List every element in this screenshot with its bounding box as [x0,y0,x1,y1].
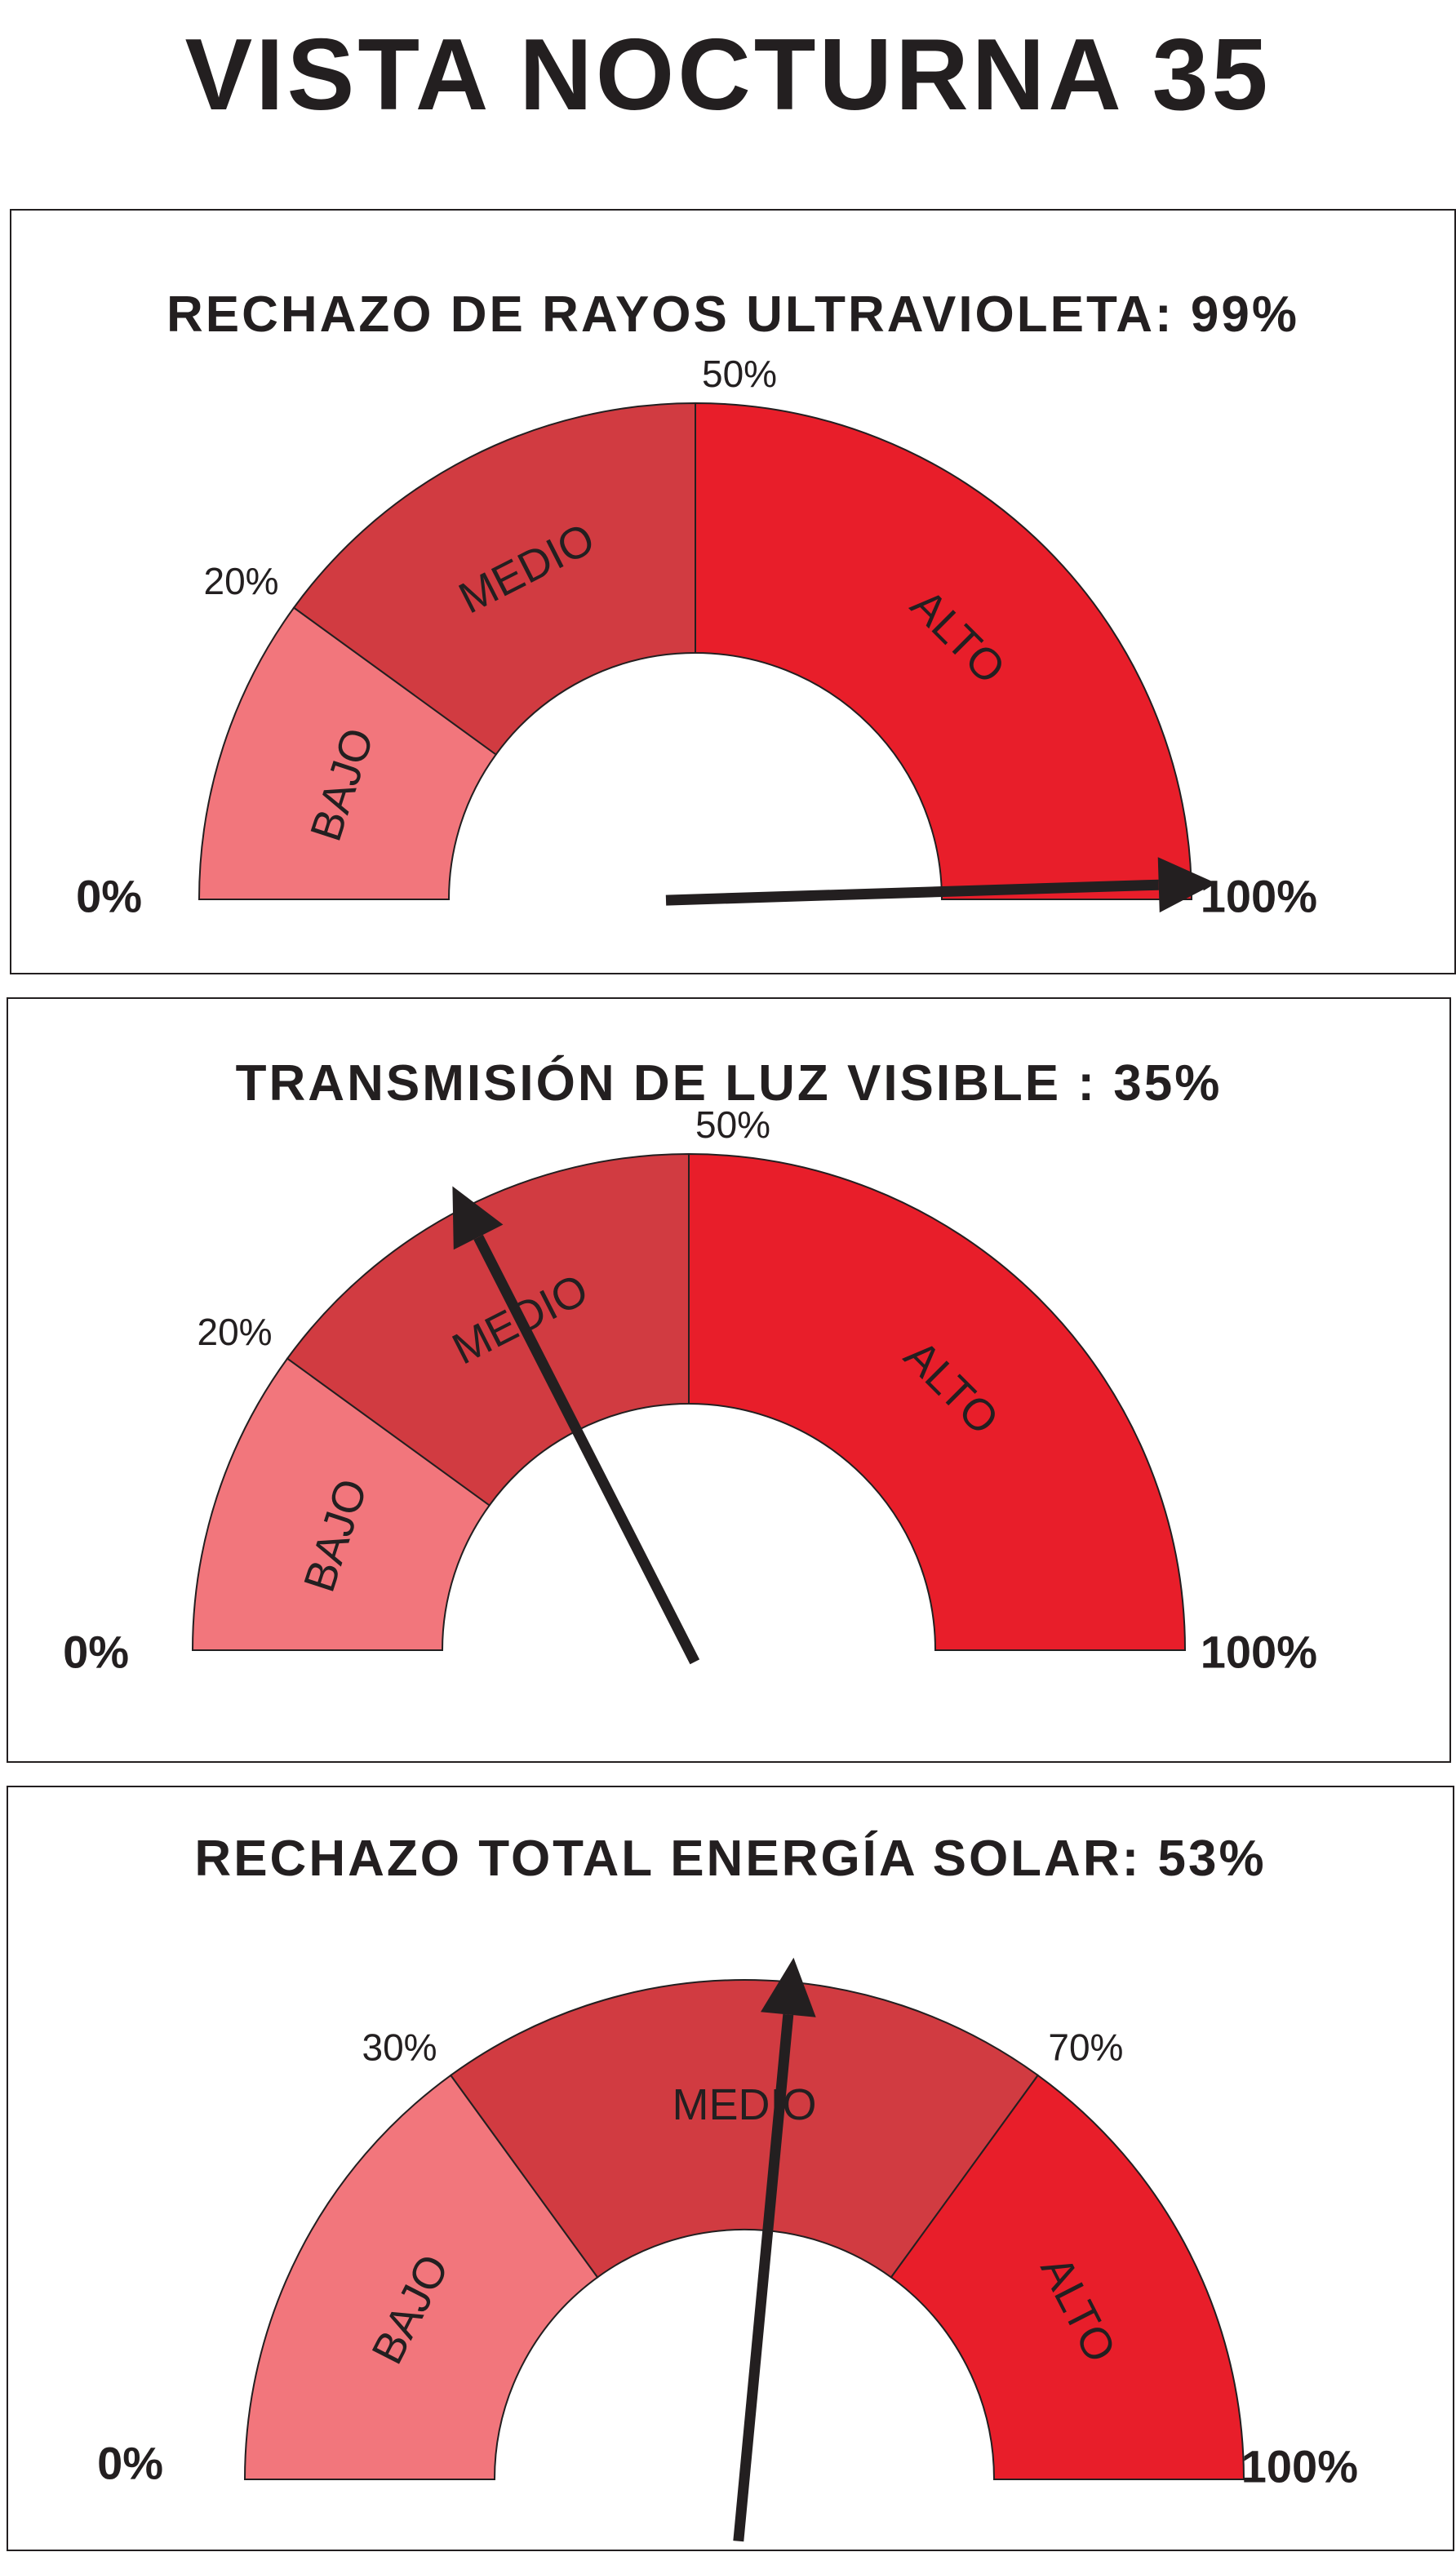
gauge-segment-medio [449,1979,1040,2279]
solar-energy-title: RECHAZO TOTAL ENERGÍA SOLAR: 53% [194,1831,1267,1887]
needle-arrowhead [452,1186,504,1250]
max-label: 100% [1201,871,1317,922]
needle-shaft [665,879,1159,906]
max-label: 100% [1241,2441,1358,2492]
gauge-segment-medio [292,402,696,756]
visible-light-title: TRANSMISIÓN DE LUZ VISIBLE : 35% [235,1055,1223,1112]
gauge-segment-medio [286,1152,690,1507]
page-title: VISTA NOCTURNA 35 [184,19,1272,131]
visible-light-panel: TRANSMISIÓN DE LUZ VISIBLE : 35% BAJOMED… [7,997,1451,1763]
gauge-segment-alto [890,2074,1245,2480]
segment-label-medio: MEDIO [672,2080,816,2129]
tick-label: 30% [362,2026,437,2068]
gauge-segment-alto [688,1152,1187,1651]
needle-shaft [473,1234,700,1665]
needle-arrowhead [1157,857,1216,913]
needle-shaft [733,2013,794,2542]
min-label: 0% [63,1627,129,1678]
gauge-segment-alto [695,402,1193,900]
tick-label: 70% [1048,2026,1123,2068]
gauge-segment-bajo [198,606,498,900]
gauge-segment-bajo [191,1357,491,1651]
needle-arrowhead [761,1957,816,2017]
tick-label: 50% [695,1103,770,1146]
gauge-segment-bajo [243,2074,599,2480]
uv-rejection-title: RECHAZO DE RAYOS ULTRAVIOLETA: 99% [166,286,1300,343]
min-label: 0% [76,871,142,922]
tick-label: 20% [198,1311,273,1353]
tick-label: 50% [702,353,777,395]
max-label: 100% [1201,1627,1317,1678]
min-label: 0% [97,2438,163,2489]
tick-label: 20% [204,560,279,602]
uv-rejection-panel: RECHAZO DE RAYOS ULTRAVIOLETA: 99% BAJO M… [10,209,1456,974]
solar-energy-panel: RECHAZO TOTAL ENERGÍA SOLAR: 53% BAJO MED… [7,1786,1454,2551]
